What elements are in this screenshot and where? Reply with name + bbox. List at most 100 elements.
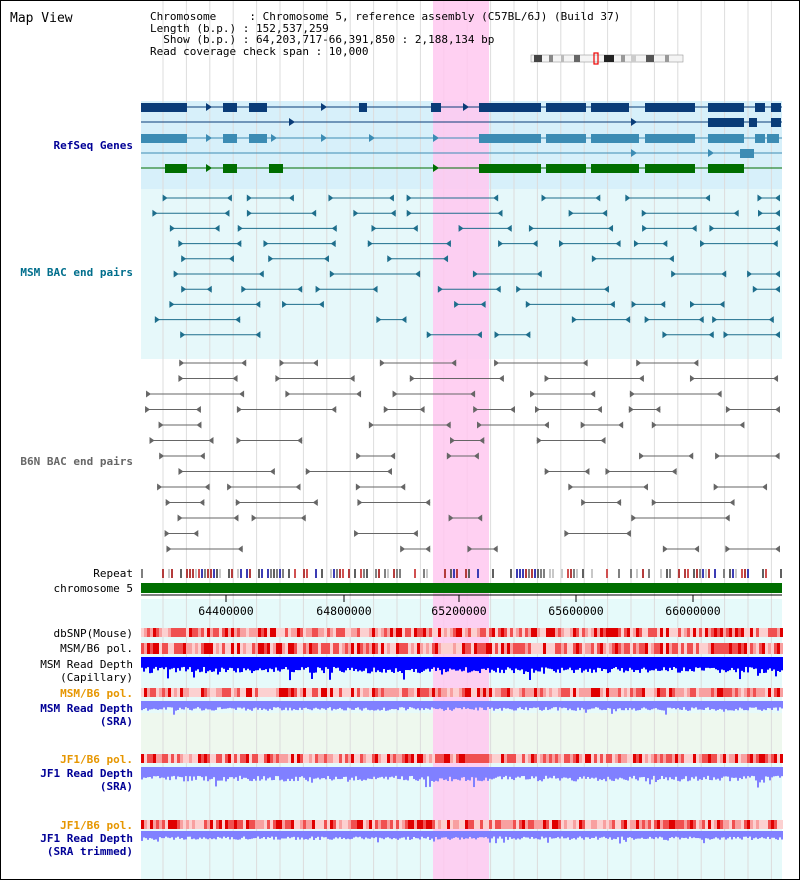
read-depth-bar xyxy=(653,657,655,671)
bac-end-marker xyxy=(633,240,639,248)
gene-exon-arrow xyxy=(206,103,212,111)
track-label-chromosome[interactable]: chromosome 5 xyxy=(53,582,133,595)
read-depth-bar xyxy=(671,701,673,709)
read-depth-bar xyxy=(415,657,417,669)
read-depth-bar xyxy=(321,657,323,671)
track-label-msm-depth-sra[interactable]: MSM Read Depth xyxy=(40,702,133,715)
read-depth-bar xyxy=(407,657,409,671)
read-depth-bar xyxy=(775,767,777,777)
read-depth-bar xyxy=(303,831,305,840)
polymorphism-cell xyxy=(522,754,525,763)
bac-end-marker xyxy=(600,437,606,444)
read-depth-bar xyxy=(399,701,401,708)
polymorphism-cell xyxy=(771,820,774,829)
polymorphism-cell xyxy=(561,628,564,637)
bac-end-marker xyxy=(331,406,337,413)
track-label-msm-pol-2[interactable]: MSM/B6 pol. xyxy=(60,687,133,700)
read-depth-bar xyxy=(263,831,265,838)
polymorphism-cell xyxy=(147,628,150,637)
read-depth-bar xyxy=(411,701,413,708)
repeat-mark xyxy=(534,569,536,578)
read-depth-bar xyxy=(765,767,767,777)
polymorphism-cell xyxy=(381,820,384,829)
polymorphism-cell xyxy=(432,628,435,637)
polymorphism-cell xyxy=(324,754,327,763)
track-label-jf1-pol-2[interactable]: JF1/B6 pol. xyxy=(60,819,133,832)
polymorphism-cell xyxy=(684,688,687,697)
read-depth-bar xyxy=(389,831,391,839)
read-depth-bar xyxy=(255,701,257,708)
polymorphism-cell xyxy=(483,754,486,763)
bac-end-marker xyxy=(311,209,317,217)
read-depth-bar xyxy=(193,767,195,777)
read-depth-bar xyxy=(467,767,469,780)
track-label-jf1-pol[interactable]: JF1/B6 pol. xyxy=(60,753,133,766)
bac-end-marker xyxy=(631,514,637,522)
read-depth-bar xyxy=(449,701,451,710)
polymorphism-cell xyxy=(402,820,405,829)
polymorphism-cell xyxy=(729,754,732,763)
read-depth-bar xyxy=(769,767,771,781)
read-depth-bar xyxy=(629,831,631,838)
polymorphism-cell xyxy=(408,820,411,829)
polymorphism-cell xyxy=(558,820,561,829)
read-depth-bar xyxy=(695,831,697,839)
read-depth-bar xyxy=(567,767,569,779)
repeat-mark xyxy=(591,569,593,578)
read-depth-bar xyxy=(595,831,597,837)
track-label-msm-depth-capillary[interactable]: MSM Read Depth xyxy=(40,658,133,671)
read-depth-bar xyxy=(145,767,147,778)
polymorphism-cell xyxy=(561,754,564,763)
track-label-dbsnp[interactable]: dbSNP(Mouse) xyxy=(53,627,133,640)
polymorphism-cell xyxy=(639,820,642,829)
polymorphism-cell xyxy=(195,628,198,637)
track-label-msm-bac[interactable]: MSM BAC end pairs xyxy=(20,266,133,279)
read-depth-bar xyxy=(729,701,731,711)
read-depth-bar xyxy=(711,701,713,709)
polymorphism-cell xyxy=(744,820,747,829)
read-depth-bar xyxy=(331,767,333,781)
track-label-msm-pol[interactable]: MSM/B6 pol. xyxy=(60,642,133,655)
read-depth-bar xyxy=(617,831,619,838)
repeat-mark xyxy=(258,569,260,578)
repeat-mark xyxy=(780,569,782,578)
read-depth-bar xyxy=(445,831,447,838)
polymorphism-cell xyxy=(588,754,591,763)
read-depth-bar xyxy=(669,657,671,668)
read-depth-bar xyxy=(559,657,561,673)
track-label-jf1-depth[interactable]: JF1 Read Depth xyxy=(40,767,133,780)
polymorphism-cell xyxy=(219,754,222,763)
read-depth-bar xyxy=(541,831,543,837)
polymorphism-cell xyxy=(438,643,441,654)
polymorphism-cell xyxy=(153,820,156,829)
polymorphism-cell xyxy=(465,754,468,763)
read-depth-bar xyxy=(627,767,629,781)
polymorphism-cell xyxy=(555,688,558,697)
read-depth-bar xyxy=(543,657,545,674)
read-depth-bar xyxy=(745,657,747,667)
polymorphism-cell xyxy=(306,688,309,697)
polymorphism-cell xyxy=(576,688,579,697)
polymorphism-cell xyxy=(447,628,450,637)
track-label-refseq[interactable]: RefSeq Genes xyxy=(53,139,133,152)
read-depth-bar xyxy=(639,831,641,839)
polymorphism-cell xyxy=(411,628,414,637)
repeat-mark xyxy=(570,569,572,578)
read-depth-bar xyxy=(373,767,375,777)
read-depth-bar xyxy=(221,701,223,710)
read-depth-bar xyxy=(739,657,741,680)
polymorphism-cell xyxy=(411,820,414,829)
polymorphism-cell xyxy=(321,688,324,697)
read-depth-bar xyxy=(239,701,241,708)
polymorphism-cell xyxy=(762,628,765,637)
read-depth-bar xyxy=(517,657,519,670)
polymorphism-cell xyxy=(462,643,465,654)
polymorphism-cell xyxy=(486,754,489,763)
polymorphism-cell xyxy=(384,820,387,829)
track-label-jf1-trimmed[interactable]: JF1 Read Depth xyxy=(40,832,133,845)
polymorphism-cell xyxy=(702,688,705,697)
track-label-repeat[interactable]: Repeat xyxy=(93,567,133,580)
polymorphism-cell xyxy=(420,643,423,654)
track-label-b6n-bac[interactable]: B6N BAC end pairs xyxy=(20,455,133,468)
